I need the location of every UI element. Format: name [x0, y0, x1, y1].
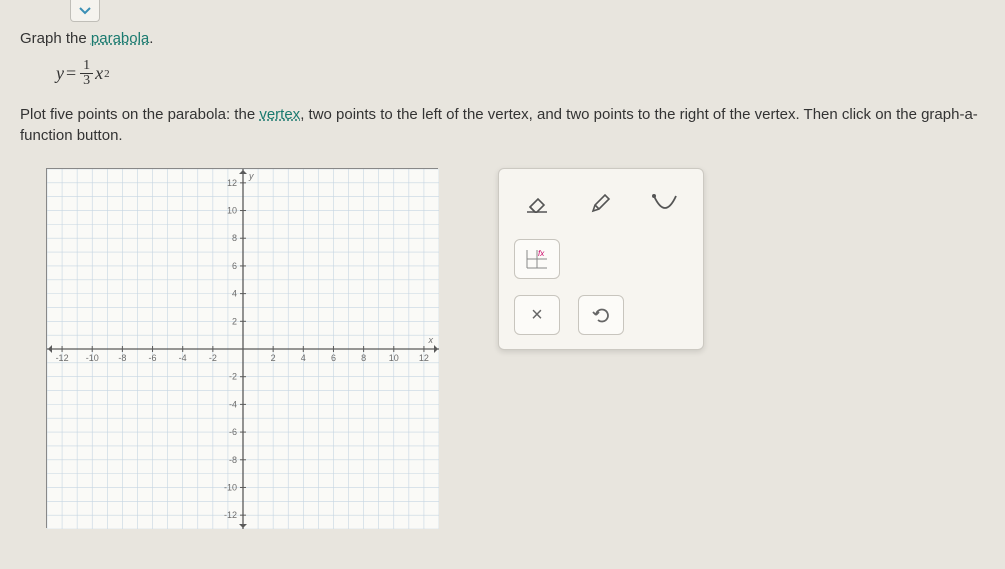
svg-text:y: y	[248, 171, 254, 181]
chevron-down-icon	[78, 6, 92, 16]
tool-palette: fx ×	[498, 168, 704, 350]
vertex-link[interactable]: vertex	[259, 106, 300, 123]
eq-lhs: y	[56, 63, 64, 84]
svg-text:x: x	[428, 335, 434, 345]
svg-text:-10: -10	[86, 353, 99, 363]
graph-func-icon[interactable]: fx	[514, 239, 560, 279]
text: Graph the	[20, 30, 91, 47]
eq-den: 3	[80, 74, 93, 88]
undo-icon[interactable]	[578, 295, 624, 335]
instruction-line-2: Plot five points on the parabola: the ve…	[20, 104, 985, 146]
svg-text:-4: -4	[179, 353, 187, 363]
svg-text:-8: -8	[229, 455, 237, 465]
parabola-link[interactable]: parabola	[91, 30, 149, 47]
svg-text:2: 2	[232, 316, 237, 326]
curve-icon[interactable]	[642, 183, 688, 223]
grid-svg: -12 -10 -8 -6 -4 -2 2 4 6 8 10 12 2 4 6 8 10 12 -2 -4 -6 -8 -1…	[47, 169, 439, 529]
text: .	[149, 30, 153, 47]
svg-text:-2: -2	[229, 372, 237, 382]
svg-text:2: 2	[271, 353, 276, 363]
svg-text:6: 6	[331, 353, 336, 363]
workspace: -12 -10 -8 -6 -4 -2 2 4 6 8 10 12 2 4 6 8 10 12 -2 -4 -6 -8 -1…	[0, 146, 1005, 528]
collapse-toggle[interactable]	[70, 0, 100, 22]
text: Plot five points on the parabola: the	[20, 106, 259, 123]
question-panel: Graph the parabola. y = 1 3 x2 Plot five…	[0, 0, 1005, 569]
clear-icon[interactable]: ×	[514, 295, 560, 335]
instruction-line-1: Graph the parabola.	[20, 30, 985, 47]
coordinate-grid[interactable]: -12 -10 -8 -6 -4 -2 2 4 6 8 10 12 2 4 6 8 10 12 -2 -4 -6 -8 -1…	[46, 168, 438, 528]
svg-text:8: 8	[361, 353, 366, 363]
svg-text:4: 4	[232, 289, 237, 299]
svg-text:-4: -4	[229, 399, 237, 409]
svg-text:-6: -6	[149, 353, 157, 363]
eq-fraction: 1 3	[80, 59, 93, 88]
svg-text:12: 12	[227, 178, 237, 188]
svg-text:-10: -10	[224, 482, 237, 492]
svg-text:-8: -8	[118, 353, 126, 363]
instructions-block: Graph the parabola. y = 1 3 x2 Plot five…	[0, 0, 1005, 146]
svg-text:6: 6	[232, 261, 237, 271]
eq-var: x	[95, 63, 103, 84]
svg-text:-2: -2	[209, 353, 217, 363]
svg-text:12: 12	[419, 353, 429, 363]
equation-display: y = 1 3 x2	[56, 59, 985, 88]
svg-text:8: 8	[232, 233, 237, 243]
eq-sign: =	[66, 63, 76, 84]
svg-text:10: 10	[389, 353, 399, 363]
eq-exp: 2	[104, 68, 110, 80]
pencil-icon[interactable]	[578, 183, 624, 223]
svg-text:-6: -6	[229, 427, 237, 437]
eq-num: 1	[80, 59, 93, 74]
svg-text:4: 4	[301, 353, 306, 363]
svg-text:fx: fx	[538, 249, 545, 258]
svg-text:-12: -12	[56, 353, 69, 363]
svg-text:10: 10	[227, 206, 237, 216]
eraser-icon[interactable]	[514, 183, 560, 223]
svg-text:-12: -12	[224, 510, 237, 520]
